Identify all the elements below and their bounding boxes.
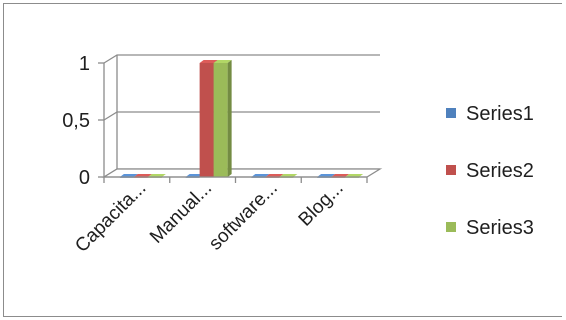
legend-swatch bbox=[446, 222, 456, 232]
bar-front bbox=[199, 63, 214, 177]
bar-top bbox=[147, 174, 166, 177]
y-tick-label: 0,5 bbox=[62, 110, 90, 132]
bar-front bbox=[213, 63, 228, 177]
bar-top bbox=[265, 174, 284, 177]
bar-top bbox=[185, 174, 204, 177]
bar-top bbox=[317, 174, 336, 177]
legend-swatch bbox=[446, 165, 456, 175]
bar-top bbox=[279, 174, 298, 177]
bar bbox=[213, 60, 232, 177]
legend-swatch bbox=[446, 108, 456, 118]
bar-top bbox=[119, 174, 138, 177]
bar-top bbox=[213, 60, 232, 63]
bar-top bbox=[345, 174, 364, 177]
x-category-label: Manual... bbox=[146, 178, 216, 248]
bar-side bbox=[227, 60, 232, 177]
legend-item: Series3 bbox=[446, 217, 534, 239]
x-category-label: Blog... bbox=[295, 178, 348, 231]
x-category-label: software... bbox=[205, 178, 282, 255]
x-category-label: Capacita... bbox=[71, 178, 150, 257]
gridline bbox=[103, 54, 380, 64]
legend-label: Series2 bbox=[466, 160, 534, 182]
bar-top bbox=[251, 174, 270, 177]
gridlines bbox=[103, 54, 380, 178]
bar-top bbox=[331, 174, 350, 177]
legend-label: Series1 bbox=[466, 103, 534, 125]
legend-item: Series1 bbox=[446, 103, 534, 125]
legend-label: Series3 bbox=[466, 217, 534, 239]
legend-item: Series2 bbox=[446, 160, 534, 182]
y-tick-label: 0 bbox=[79, 167, 90, 189]
legend: Series1 Series2 Series3 bbox=[446, 103, 534, 239]
y-tick-label: 1 bbox=[79, 53, 90, 75]
bars bbox=[119, 60, 364, 178]
bar-top bbox=[133, 174, 152, 177]
gridline bbox=[103, 111, 380, 121]
bar-top bbox=[199, 60, 218, 63]
